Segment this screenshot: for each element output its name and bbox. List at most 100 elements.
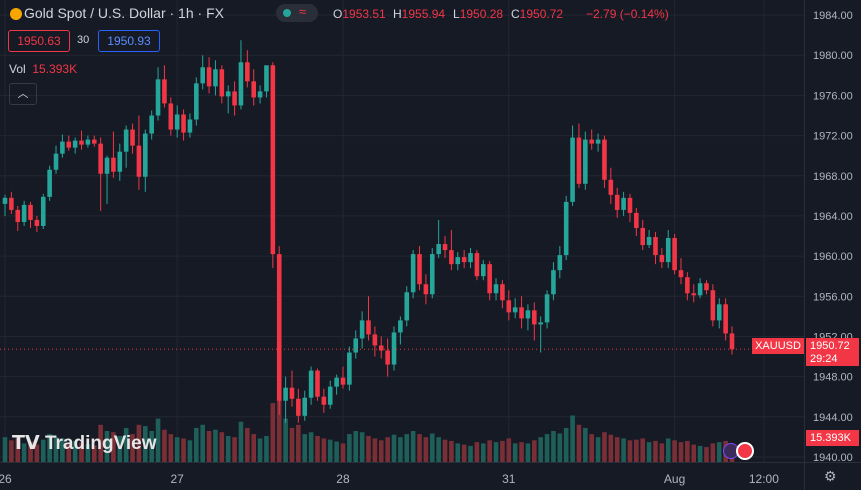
volume-bar — [685, 440, 690, 462]
wave-icon: ≈ — [299, 4, 307, 19]
volume-bar — [276, 400, 282, 462]
us-flag-event-icon[interactable] — [736, 442, 754, 460]
volume-bar — [283, 418, 288, 462]
volume-bar — [461, 444, 467, 462]
candle-body — [665, 238, 671, 263]
volume-bar — [347, 434, 352, 462]
candle-body — [398, 320, 403, 333]
candle-body — [506, 300, 512, 313]
candle-body — [302, 397, 308, 416]
ohlc-low: L1950.28 — [453, 7, 504, 21]
volume-bar — [315, 435, 320, 462]
symbol-title[interactable]: Gold Spot / U.S. Dollar · 1h · FX — [24, 5, 224, 21]
y-tick-label: 1976.00 — [813, 90, 853, 102]
y-tick-label: 1960.00 — [813, 251, 853, 263]
volume-bar — [213, 429, 218, 462]
candle-body — [691, 293, 697, 296]
candle-body — [28, 204, 33, 220]
candle-body — [461, 257, 467, 263]
market-open-icon — [283, 9, 291, 17]
candle-body — [551, 270, 556, 295]
volume-bar — [646, 442, 652, 462]
candle-body — [79, 140, 84, 145]
y-tick-label: 1956.00 — [813, 291, 853, 303]
market-status-indicator[interactable]: ≈ — [276, 4, 318, 22]
candle-body — [40, 196, 46, 226]
volume-bar — [162, 429, 167, 462]
volume-bar — [627, 440, 633, 462]
volume-bar — [289, 427, 295, 462]
volume-bar — [174, 437, 180, 462]
candle-body — [53, 153, 59, 170]
y-tick-label: 1972.00 — [813, 131, 853, 143]
volume-bar — [487, 440, 492, 462]
candle-body — [149, 115, 154, 134]
volume-legend: Vol 15.393K — [9, 62, 78, 76]
candle-body — [264, 65, 269, 92]
candle-body — [2, 197, 8, 204]
volume-bar — [500, 440, 505, 462]
collapse-legend-button[interactable]: ︿ — [9, 83, 37, 105]
candle-body — [315, 370, 320, 397]
volume-bar — [302, 434, 308, 462]
volume-bar — [474, 442, 480, 462]
candle-body — [21, 204, 27, 222]
candle-body — [98, 143, 103, 174]
candle-body — [449, 250, 454, 265]
candle-body — [512, 307, 518, 313]
volume-bar — [321, 438, 327, 462]
candle-body — [487, 264, 492, 294]
candle-body — [168, 103, 174, 130]
candle-body — [576, 137, 582, 184]
volume-bar — [678, 442, 684, 462]
candle-body — [480, 264, 486, 277]
volume-bar — [378, 440, 384, 462]
candle-body — [519, 307, 524, 319]
volume-bar — [385, 437, 390, 462]
candle-body — [378, 345, 384, 351]
volume-bar — [21, 443, 27, 462]
candle-body — [646, 237, 652, 246]
candle-body — [710, 290, 716, 321]
volume-bar — [225, 435, 231, 462]
volume-bar — [417, 434, 422, 462]
volume-bar — [429, 433, 435, 462]
candle-body — [257, 91, 263, 98]
volume-bar — [257, 438, 263, 462]
volume-bar — [111, 432, 116, 462]
candle-body — [143, 133, 148, 177]
volume-bar — [232, 437, 237, 462]
volume-bar — [238, 421, 244, 462]
sell-price-button[interactable]: 1950.63 — [8, 30, 70, 52]
volume-bar — [53, 437, 59, 462]
volume-bar — [340, 443, 346, 462]
gear-icon[interactable]: ⚙ — [824, 468, 837, 484]
volume-bar — [359, 432, 365, 462]
volume-bar — [181, 438, 186, 462]
volume-bar — [423, 437, 429, 462]
volume-bar — [353, 431, 359, 462]
candle-body — [251, 81, 257, 98]
volume-bar — [155, 418, 161, 462]
candle-body — [104, 157, 110, 174]
volume-bar — [60, 438, 65, 462]
candle-body — [595, 139, 601, 144]
ohlc-close: C1950.72 — [511, 7, 564, 21]
candle-body — [417, 254, 422, 285]
volume-bar — [79, 442, 84, 462]
candle-body — [47, 169, 52, 197]
volume-bar — [149, 431, 154, 462]
volume-bar — [563, 427, 569, 462]
candle-body — [238, 62, 244, 106]
candle-body — [570, 137, 575, 202]
candle-body — [219, 69, 225, 97]
volume-bar — [136, 424, 142, 462]
candle-body — [729, 333, 735, 350]
candle-body — [455, 257, 461, 265]
candle-body — [704, 283, 709, 291]
x-tick-label: 12:00 — [749, 472, 779, 486]
candle-body — [436, 244, 441, 255]
volume-bar — [296, 424, 301, 462]
buy-price-button[interactable]: 1950.93 — [98, 30, 160, 52]
